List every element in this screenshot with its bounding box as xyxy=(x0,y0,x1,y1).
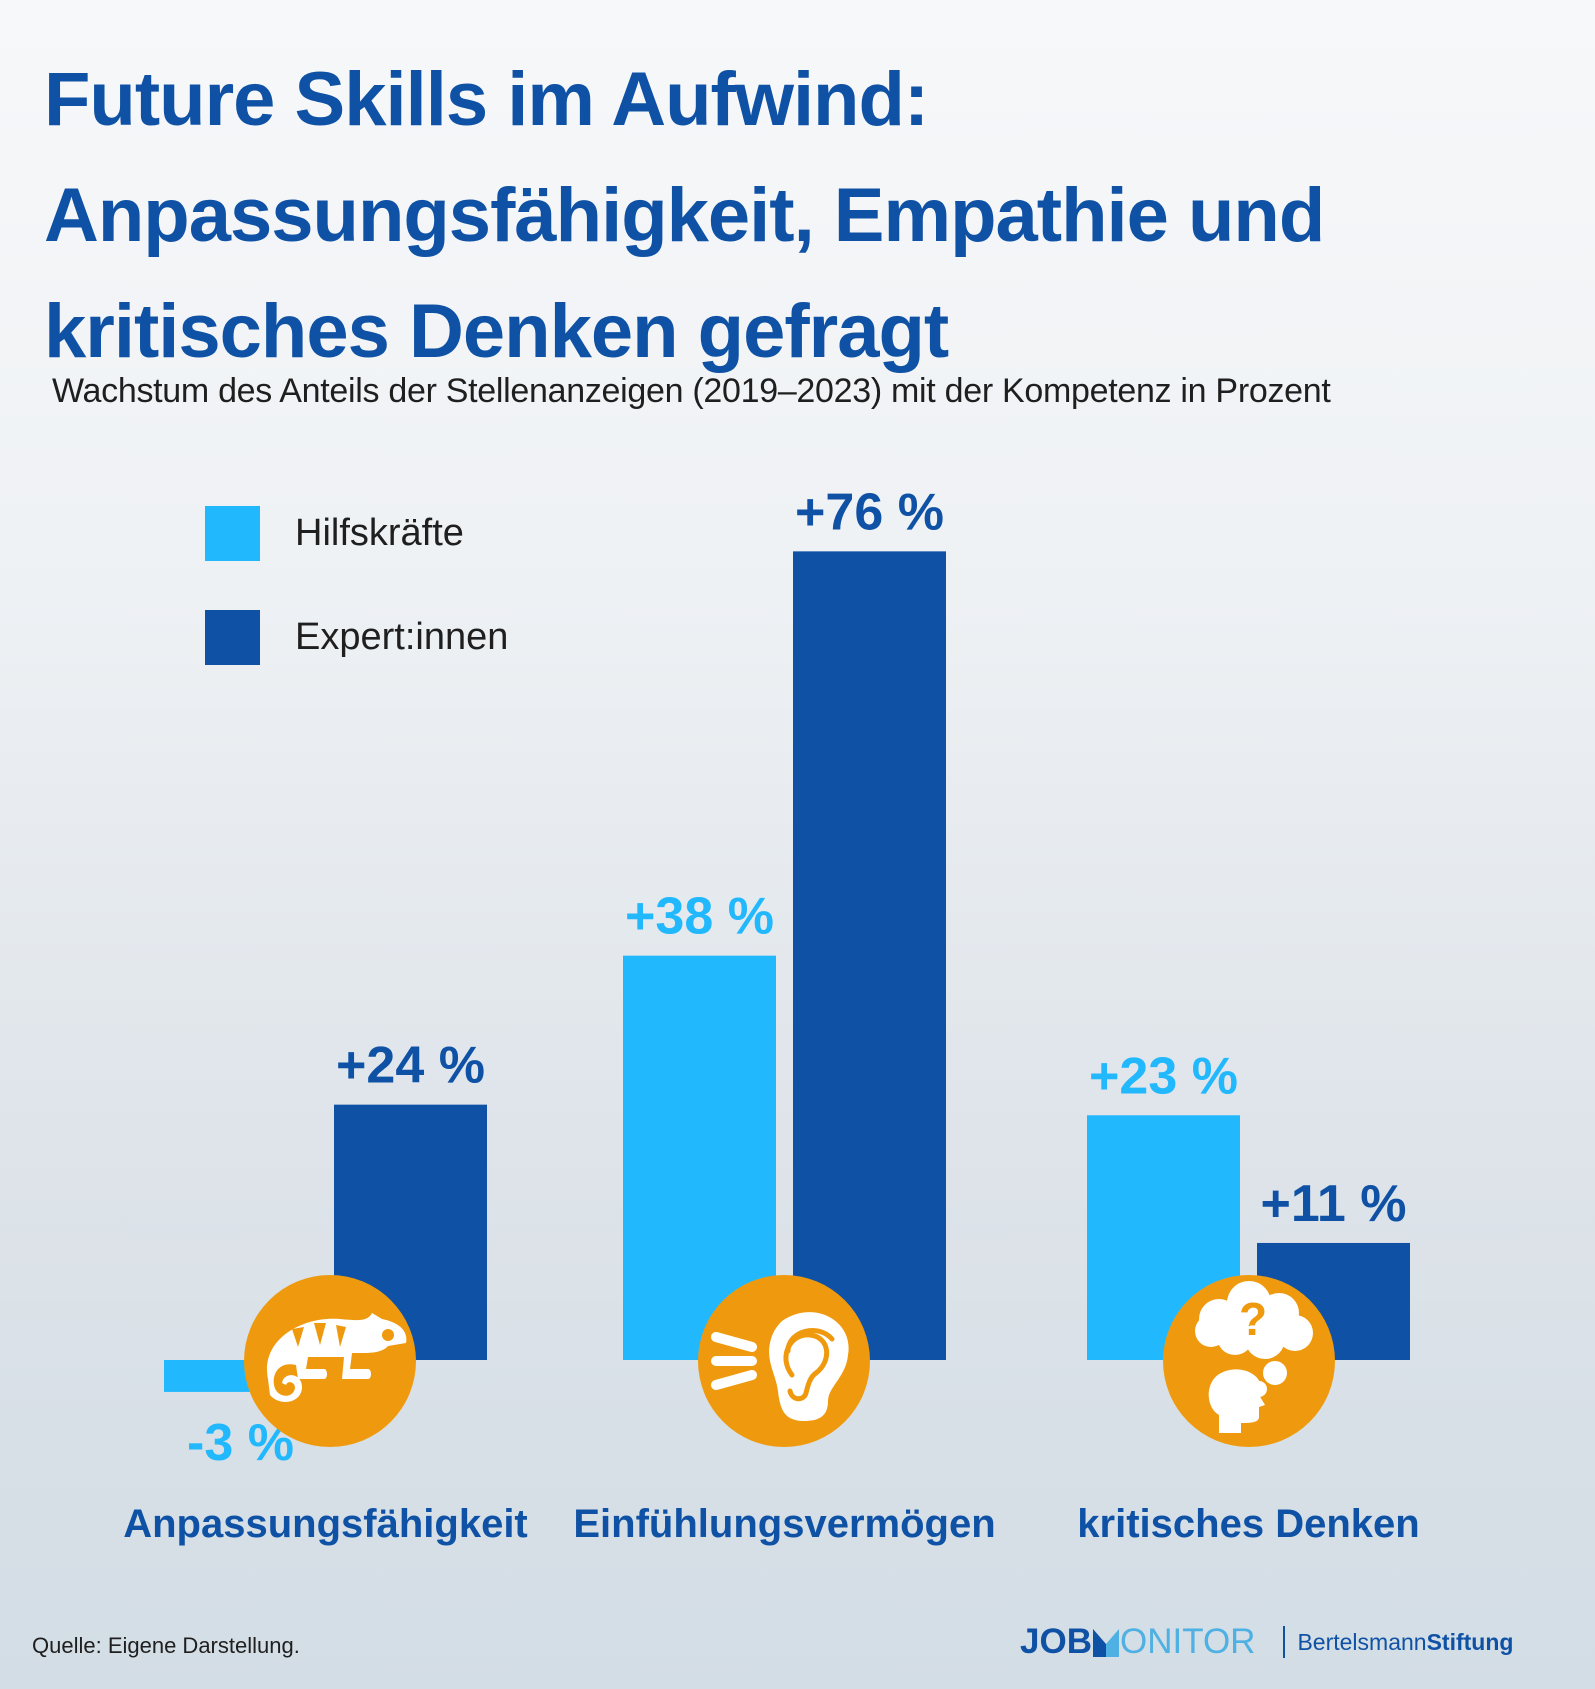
thinking-head-icon: ? xyxy=(1163,1275,1335,1447)
value-label-expertinnen-2: +76 % xyxy=(795,483,944,541)
svg-text:?: ? xyxy=(1239,1293,1267,1345)
bertelsmann-logo-part1: Bertelsmann xyxy=(1297,1628,1427,1655)
legend-item-expertinnen: Expert:innen xyxy=(205,609,509,665)
legend-swatch-hilfskraefte xyxy=(205,505,260,561)
category-label-3: kritisches Denken xyxy=(1077,1502,1419,1546)
jobmonitor-logo-part2: ONITOR xyxy=(1119,1622,1256,1661)
footer-logos: JOB ONITOR Bertelsmann Stiftung xyxy=(1020,1622,1513,1662)
jobmonitor-m-icon xyxy=(1092,1629,1119,1657)
value-label-hilfskraefte-3: +23 % xyxy=(1089,1047,1238,1105)
bertelsmann-logo-part2: Stiftung xyxy=(1426,1628,1514,1655)
title-line-1: Future Skills im Aufwind: xyxy=(44,57,929,142)
category-label-1: Anpassungsfähigkeit xyxy=(123,1502,528,1546)
value-label-expertinnen-1: +24 % xyxy=(336,1037,485,1095)
legend-item-hilfskraefte: Hilfskräfte xyxy=(205,505,464,561)
value-label-expertinnen-3: +11 % xyxy=(1260,1175,1406,1233)
title-line-2: Anpassungsfähigkeit, Empathie und xyxy=(44,173,1325,258)
logo-divider xyxy=(1283,1626,1286,1658)
legend-swatch-expertinnen xyxy=(205,609,260,665)
value-label-hilfskraefte-2: +38 % xyxy=(625,888,774,946)
listening-ear-icon xyxy=(698,1275,870,1447)
category-label-2: Einfühlungsvermögen xyxy=(573,1502,995,1546)
bar-expertinnen-2 xyxy=(793,551,946,1360)
source-note: Quelle: Eigene Darstellung. xyxy=(32,1633,300,1658)
jobmonitor-logo-part1: JOB xyxy=(1020,1622,1092,1661)
chameleon-icon xyxy=(244,1275,416,1447)
legend-label-expertinnen: Expert:innen xyxy=(295,615,509,658)
title-line-3: kritisches Denken gefragt xyxy=(44,289,949,374)
page-title: Future Skills im Aufwind: Anpassungsfähi… xyxy=(44,42,1564,390)
chart-subtitle: Wachstum des Anteils der Stellenanzeigen… xyxy=(52,372,1331,410)
legend-label-hilfskraefte: Hilfskräfte xyxy=(295,511,464,554)
